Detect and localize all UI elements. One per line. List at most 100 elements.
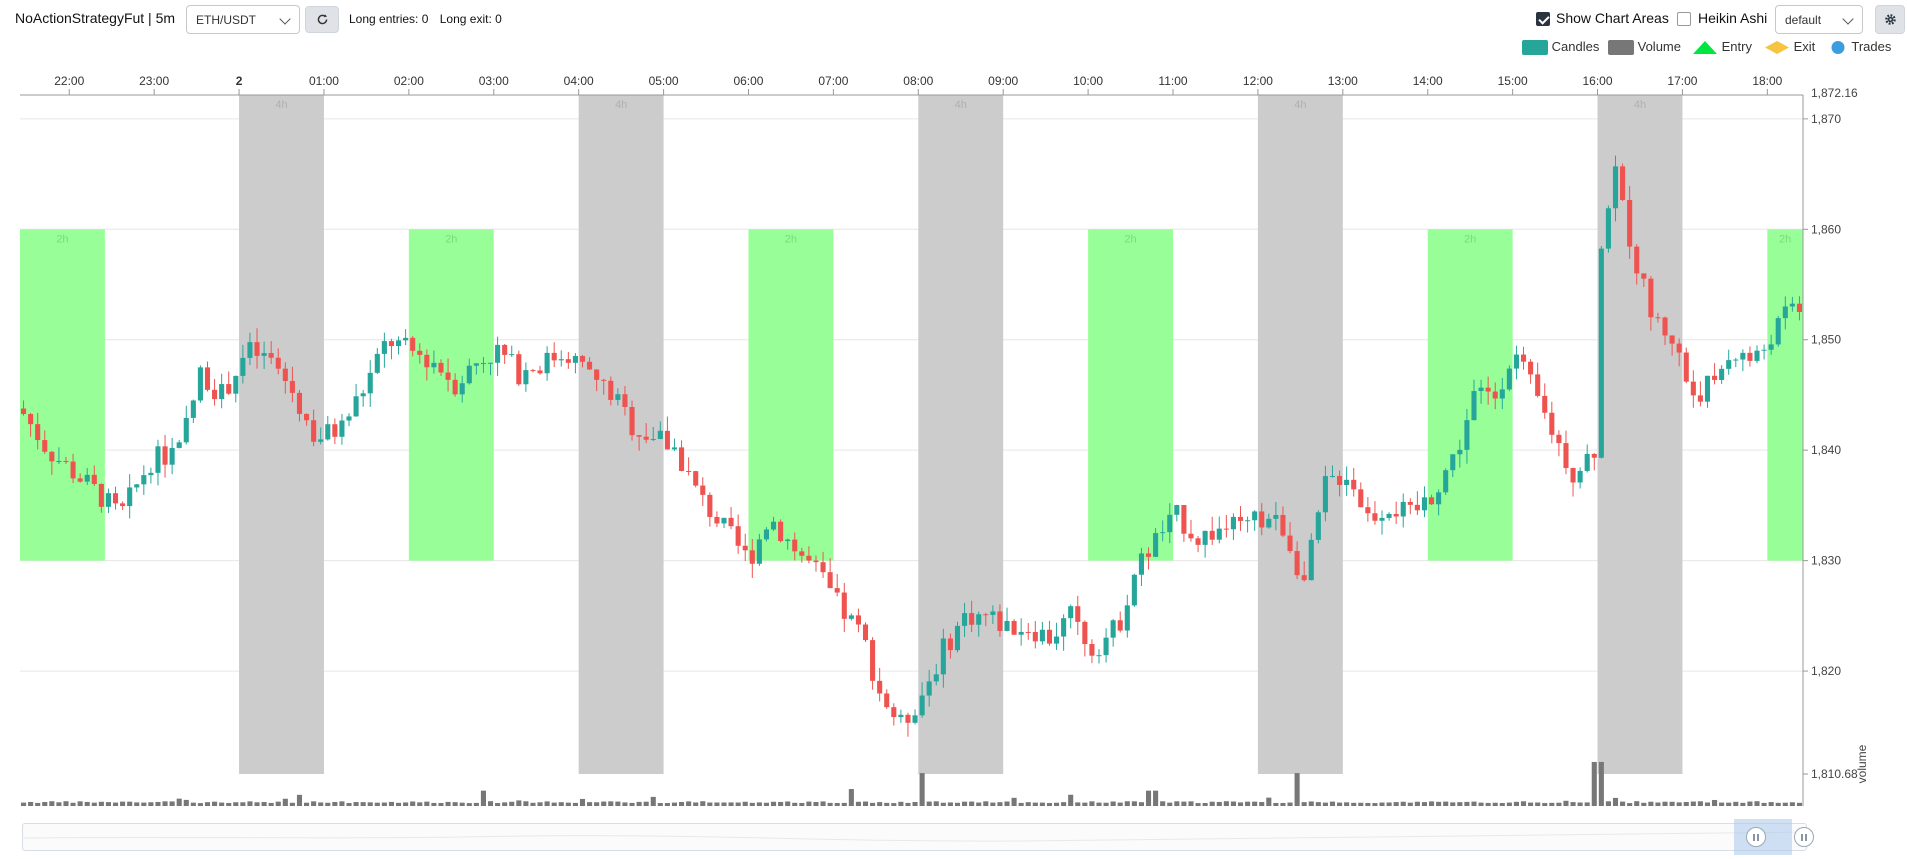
volume-bar [756, 802, 762, 806]
volume-bar [1528, 802, 1534, 806]
candle-down [311, 420, 317, 442]
pair-select[interactable]: ETH/USDT [186, 5, 300, 34]
volume-bar [1315, 802, 1321, 806]
exit-diamond-icon [1765, 41, 1789, 55]
volume-bar [1697, 801, 1703, 806]
candlestick-chart[interactable]: 2h 4h 2h 4h 2h 4h 2h 4h 2h 4h 2h 22:00 23:00 2 01:00 02… [0, 64, 1907, 816]
show-chart-areas-checkbox[interactable] [1536, 12, 1550, 26]
volume-bar [728, 802, 734, 806]
candle-up [1719, 368, 1725, 380]
candle-down [1075, 606, 1081, 622]
candle-down [296, 392, 303, 414]
candle-up [1782, 306, 1788, 319]
candle-up [148, 472, 154, 476]
candle-down [445, 372, 451, 380]
legend-exit[interactable]: Exit [1764, 39, 1815, 55]
x-tick-label: 15:00 [1498, 74, 1528, 88]
candle-down [601, 379, 607, 381]
x-tick-label: 08:00 [903, 74, 933, 88]
volume-bar [374, 802, 380, 806]
trade-stats: Long entries: 0 Long exit: 0 [349, 12, 510, 26]
heikin-ashi-label[interactable]: Heikin Ashi [1698, 10, 1768, 26]
volume-bar [381, 802, 387, 806]
x-tick-label: 18:00 [1752, 74, 1782, 88]
refresh-button[interactable] [305, 6, 339, 33]
volume-bar [679, 802, 685, 806]
x-tick-label: 23:00 [139, 74, 169, 88]
theme-select[interactable]: default [1775, 5, 1863, 34]
candle-down [1528, 361, 1534, 375]
candle-down [947, 638, 953, 651]
volume-bar [891, 803, 897, 806]
candle-down [827, 572, 833, 589]
volume-bar [56, 802, 62, 806]
candle-down [162, 446, 168, 465]
legend-candles[interactable]: Candles [1522, 39, 1599, 56]
volume-bar [1428, 801, 1435, 806]
candle-down [410, 337, 416, 351]
candle-up [962, 613, 968, 626]
candle-up [1499, 389, 1505, 399]
chart-navigator[interactable] [22, 823, 1807, 851]
volume-bar [1252, 801, 1258, 806]
volume-bar [289, 802, 295, 806]
candles-swatch-icon [1522, 40, 1548, 56]
volume-bar [537, 802, 543, 806]
volume-bar [20, 802, 27, 806]
volume-bar [643, 801, 649, 806]
volume-bar [1259, 802, 1265, 806]
volume-bar [997, 802, 1003, 806]
navigator-left-handle[interactable] [1746, 827, 1766, 847]
volume-bar [693, 802, 699, 806]
volume-bar [1344, 802, 1350, 806]
volume-bar [1421, 802, 1428, 806]
volume-bar [1167, 802, 1173, 806]
candle-down [714, 516, 720, 524]
volume-bar [1485, 802, 1491, 806]
candle-down [20, 408, 27, 415]
chart-area-label: 4h [1634, 99, 1646, 111]
settings-button[interactable] [1875, 5, 1905, 34]
x-tick-label: 10:00 [1073, 74, 1103, 88]
candle-up [325, 424, 331, 440]
legend-trades[interactable]: Trades [1828, 39, 1891, 55]
volume-bar [1053, 802, 1060, 806]
volume-bar [346, 803, 352, 806]
candle-up [1131, 574, 1137, 606]
candle-down [212, 389, 218, 400]
candle-down [1556, 434, 1562, 444]
volume-bar [141, 802, 147, 806]
candle-up [134, 484, 140, 488]
candle-down [799, 551, 805, 556]
legend-volume[interactable]: Volume [1608, 39, 1681, 56]
candle-down [1492, 391, 1498, 399]
x-tick-label: 02:00 [394, 74, 424, 88]
heikin-ashi-checkbox[interactable] [1677, 12, 1691, 26]
candle-down [1634, 246, 1640, 274]
candle-up [976, 614, 982, 625]
legend-entry[interactable]: Entry [1692, 39, 1752, 55]
candle-up [785, 539, 791, 542]
candle-down [254, 342, 260, 356]
candle-down [1485, 387, 1491, 392]
candle-down [834, 588, 840, 593]
volume-bar [233, 802, 239, 806]
candle-down [1414, 504, 1420, 511]
chart-area-2h [1088, 229, 1174, 561]
navigator-right-handle[interactable] [1794, 827, 1814, 847]
volume-bar [1506, 802, 1512, 806]
volume-bar [197, 803, 203, 806]
candle-down [1237, 516, 1244, 521]
chart-area-label: 2h [1779, 233, 1791, 245]
volume-bar [954, 802, 961, 806]
volume-bar [664, 803, 670, 806]
volume-bar [1103, 802, 1109, 806]
volume-bar [1245, 801, 1251, 806]
show-chart-areas-label[interactable]: Show Chart Areas [1556, 10, 1669, 26]
candle-up [1004, 620, 1010, 631]
volume-bar [388, 801, 395, 806]
volume-bar [1499, 803, 1505, 806]
volume-bar [254, 802, 260, 806]
volume-bar [155, 801, 161, 806]
candle-up [1506, 368, 1512, 390]
